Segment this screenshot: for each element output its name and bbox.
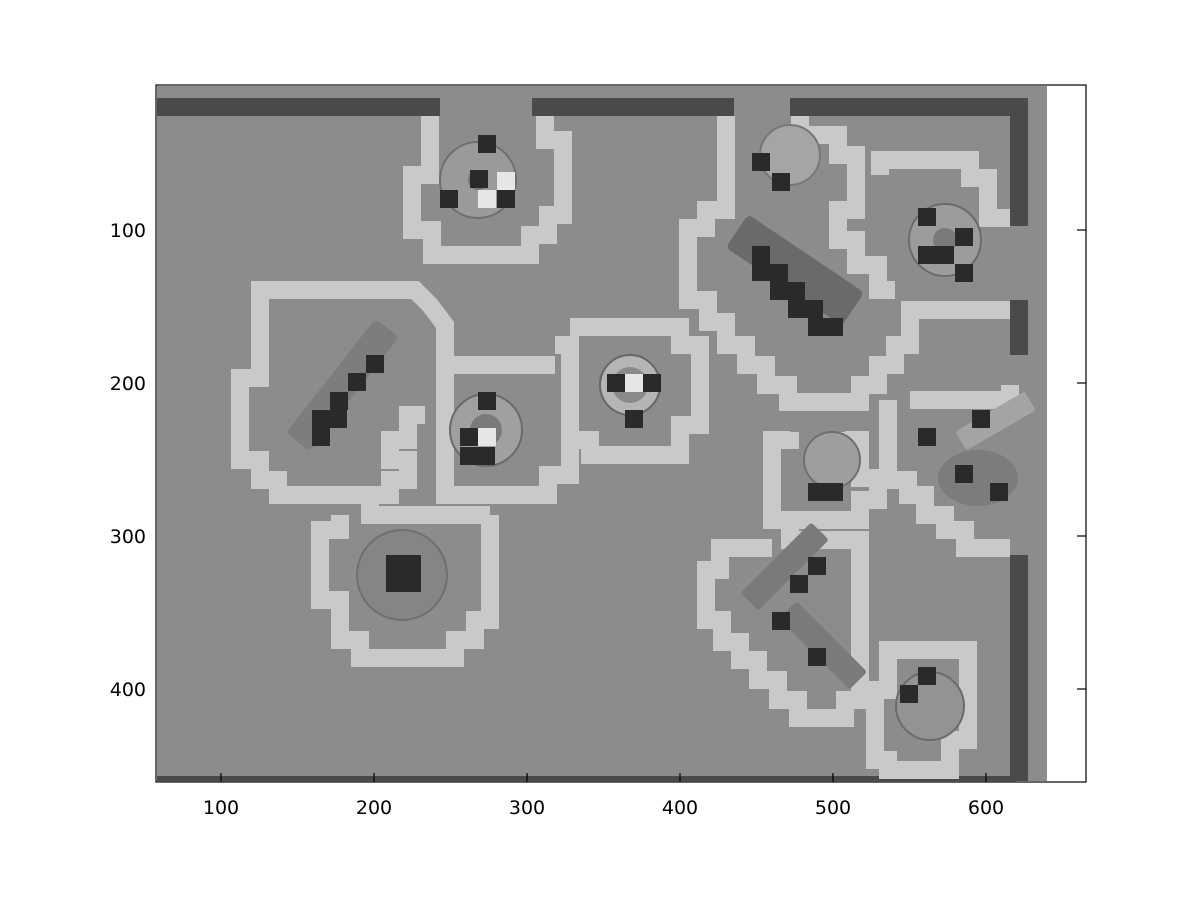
y-tick-label: 200 xyxy=(110,373,146,395)
bracket-a xyxy=(741,523,828,610)
coin-2 xyxy=(803,431,861,489)
bar-3 xyxy=(956,392,1035,450)
bracket-b xyxy=(780,602,866,689)
right-strip xyxy=(1047,86,1085,781)
walls xyxy=(157,98,1028,782)
x-tick-label: 100 xyxy=(203,797,239,819)
white-cells xyxy=(478,172,643,446)
x-tick-label: 500 xyxy=(815,797,851,819)
y-tick-label: 400 xyxy=(110,679,146,701)
x-tick-label: 600 xyxy=(968,797,1004,819)
y-tick-label: 300 xyxy=(110,526,146,548)
image-area xyxy=(157,86,1085,782)
x-tick-label: 200 xyxy=(356,797,392,819)
y-ticks xyxy=(1077,229,1086,690)
bar-1 xyxy=(727,216,863,324)
dark-cells xyxy=(312,135,1008,703)
x-tick-label: 400 xyxy=(662,797,698,819)
x-tick-label: 300 xyxy=(509,797,545,819)
outline-cells xyxy=(231,116,1019,779)
y-tick-label: 100 xyxy=(110,220,146,242)
x-ticks xyxy=(220,773,987,782)
